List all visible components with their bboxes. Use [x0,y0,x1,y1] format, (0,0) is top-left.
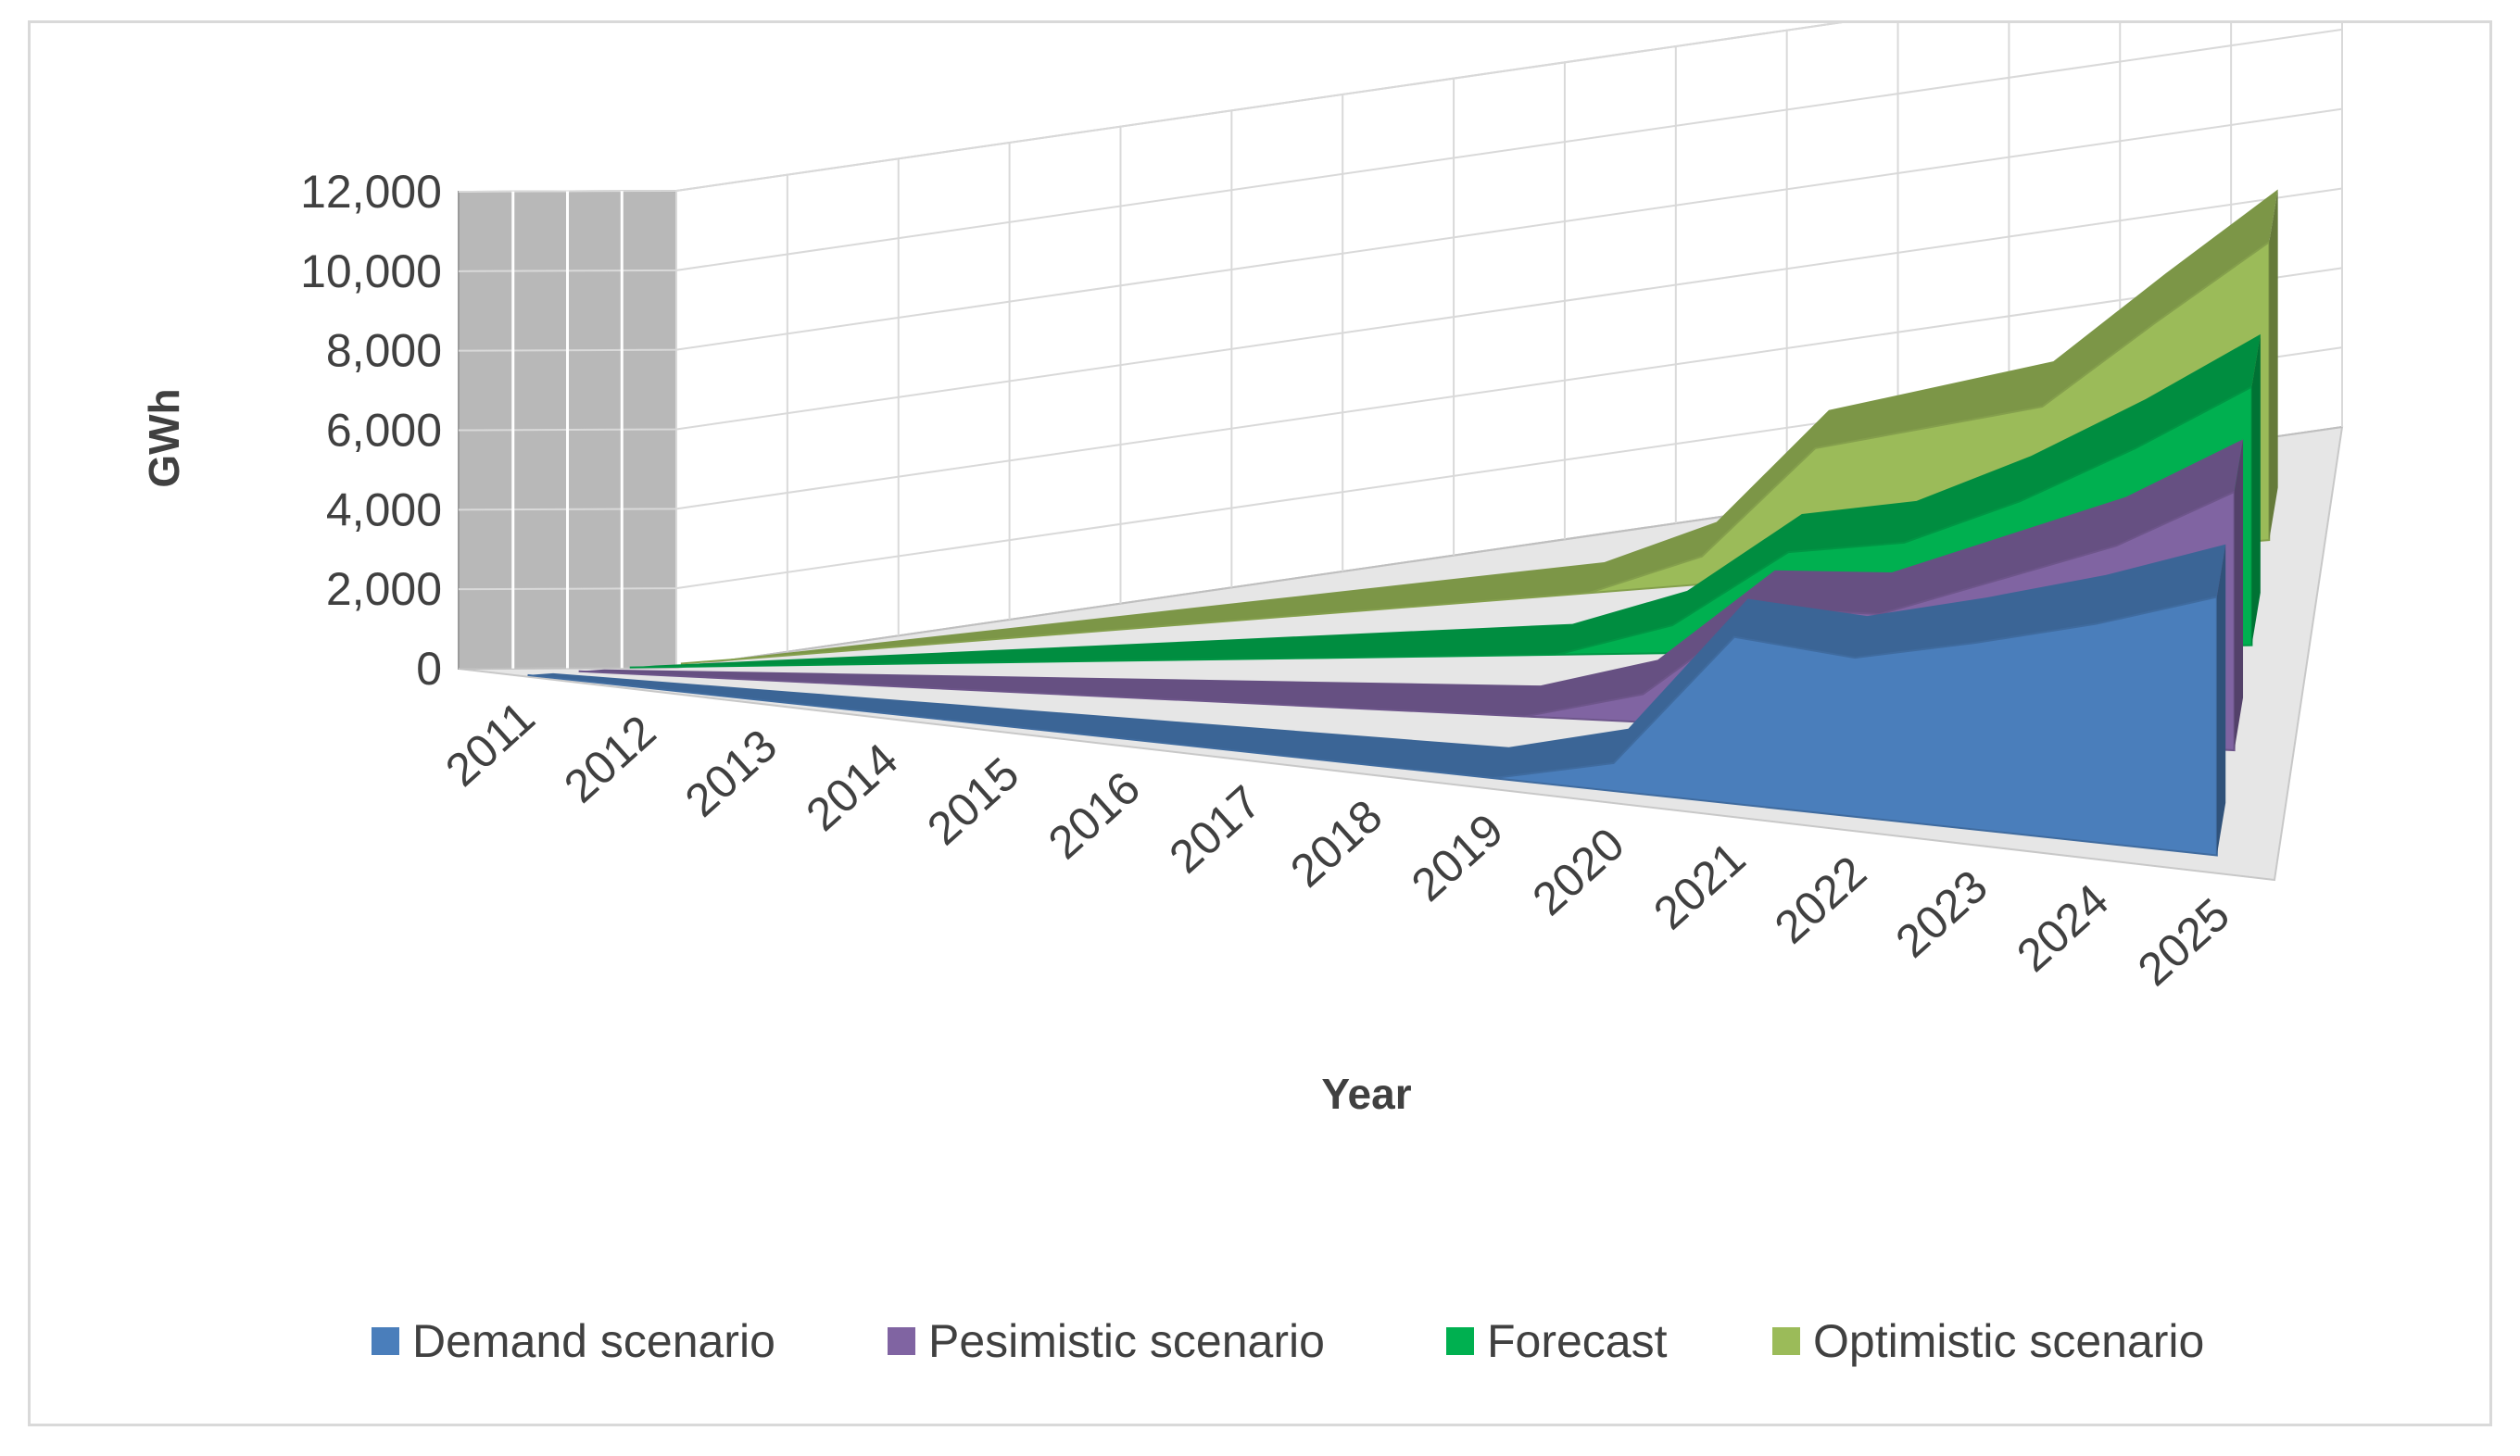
legend-swatch [1772,1327,1800,1355]
legend-item: Demand scenario [372,1315,775,1367]
x-tick-label: 2019 [1402,804,1513,911]
legend: Demand scenario Pesimistic scenario Foreca… [372,1315,2204,1367]
x-tick-label: 2011 [435,691,544,797]
series-end-cap [2269,189,2278,541]
x-tick-label: 2024 [2007,874,2118,982]
x-tick-label: 2018 [1280,790,1392,897]
y-tick-label: 2,000 [326,563,442,615]
legend-swatch [1446,1327,1474,1355]
legend-item: Optimistic scenario [1772,1315,2204,1367]
x-axis-title: Year [1321,1070,1411,1118]
x-tick-label: 2022 [1765,846,1876,953]
y-tick-label: 10,000 [300,245,442,297]
y-axis-title: GWh [140,388,188,487]
x-tick-label: 2023 [1886,860,1997,968]
x-tick-label: 2025 [2128,888,2239,996]
series-areas [527,189,2278,857]
legend-swatch [372,1327,399,1355]
legend-label: Forecast [1487,1315,1668,1367]
chart-frame: 0 2,000 4,000 6,000 8,000 10,000 12,000 2011 20… [28,0,2492,1426]
x-tick-label: 2021 [1644,832,1755,939]
y-tick-label: 4,000 [326,483,442,535]
series-top [578,439,2244,717]
legend-label: Pesimistic scenario [928,1315,1325,1367]
series-area [527,596,2218,857]
series-end-cap [2234,439,2244,751]
x-tick-label: 2012 [554,705,665,812]
y-tick-label: 12,000 [300,166,442,218]
x-tick-label: 2015 [917,747,1028,855]
legend-label: Demand scenario [412,1315,775,1367]
legend-item: Pesimistic scenario [888,1315,1325,1367]
legend-swatch [888,1327,915,1355]
x-tick-label: 2020 [1523,818,1634,925]
x-tick-label: 2014 [797,734,908,841]
series-end-cap [2251,333,2261,646]
y-tick-label: 6,000 [326,405,442,457]
legend-label: Optimistic scenario [1813,1315,2204,1367]
series-top [629,333,2261,668]
x-tick-label: 2016 [1039,761,1150,869]
series-demand-scenario [527,544,2226,857]
series-end-cap [2216,544,2226,856]
y-axis-ticks: 0 2,000 4,000 6,000 8,000 10,000 12,000 [300,166,442,695]
x-tick-label: 2013 [675,720,787,827]
legend-item: Forecast [1446,1315,1668,1367]
y-tick-label: 8,000 [326,325,442,377]
x-tick-label: 2017 [1160,775,1271,883]
gridlines [458,0,2343,670]
y-tick-label: 0 [416,643,442,695]
